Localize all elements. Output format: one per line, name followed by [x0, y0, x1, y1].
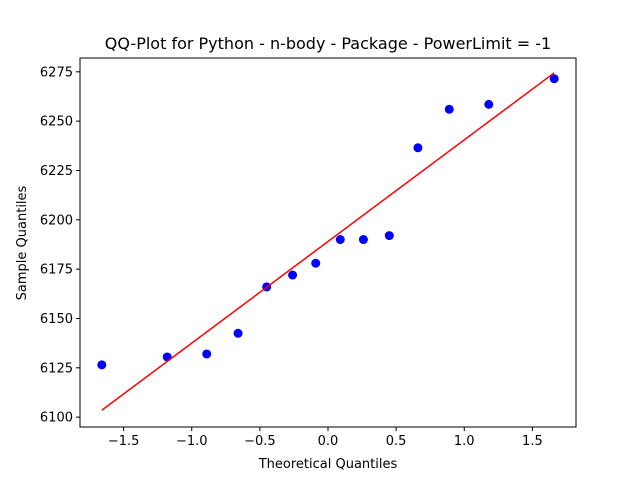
data-point [384, 231, 394, 241]
reference-line [101, 72, 555, 411]
y-tick-label: 6275 [40, 65, 73, 80]
y-tick-label: 6200 [40, 213, 73, 228]
data-point [444, 104, 454, 114]
data-point [413, 143, 423, 153]
data-point [335, 235, 345, 245]
x-tick-label: 0.5 [386, 434, 407, 449]
data-point [288, 270, 298, 280]
y-tick-label: 6250 [40, 115, 73, 130]
x-tick-label: 1.0 [454, 434, 475, 449]
y-tick-label: 6100 [40, 411, 73, 426]
y-axis: 6100 6125 6150 6175 6200 6225 6250 6275 [40, 65, 80, 426]
data-point [549, 74, 559, 84]
plot-area [97, 72, 559, 411]
x-tick-label: −1.0 [176, 434, 208, 449]
y-tick-label: 6150 [40, 312, 73, 327]
y-tick-label: 6125 [40, 361, 73, 376]
x-tick-label: −1.5 [108, 434, 140, 449]
y-axis-label: Sample Quantiles [15, 185, 30, 300]
data-point [162, 352, 172, 362]
data-point [233, 328, 243, 338]
data-point [202, 349, 212, 359]
y-tick-label: 6175 [40, 263, 73, 278]
data-point [484, 99, 494, 109]
data-point [311, 258, 321, 268]
x-tick-label: 1.5 [522, 434, 543, 449]
plot-frame [79, 57, 577, 428]
x-axis-label: Theoretical Quantiles [258, 457, 398, 472]
x-tick-label: −0.5 [244, 434, 276, 449]
x-axis: −1.5 −1.0 −0.5 0.0 0.5 1.0 1.5 [108, 427, 543, 449]
data-point [97, 360, 107, 370]
y-tick-label: 6225 [40, 164, 73, 179]
x-tick-label: 0.0 [318, 434, 339, 449]
chart-title: QQ-Plot for Python - n-body - Package - … [105, 34, 551, 53]
data-point [358, 235, 368, 245]
